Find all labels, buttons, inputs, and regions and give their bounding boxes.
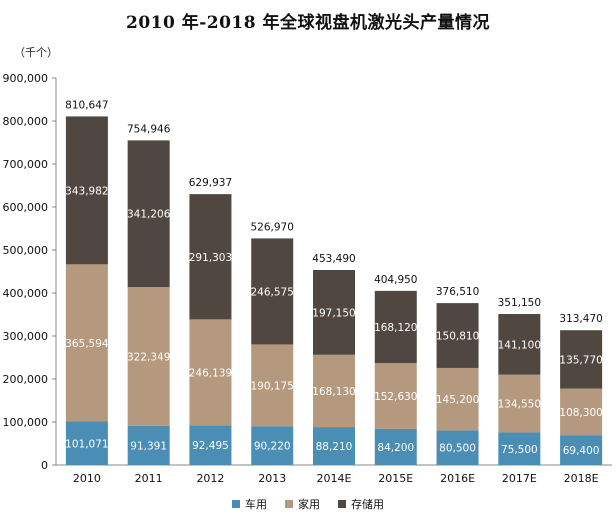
y-tick-label: 100,000 [3,416,49,429]
bar-segment-storage [313,269,355,355]
bar-segment-vehicle [560,435,603,465]
legend-swatch-household [285,500,293,508]
bar-segment-label-storage: 150,810 [436,331,479,343]
bar-segment-vehicle [374,428,417,465]
bar-segment-label-vehicle: 90,220 [254,441,291,453]
x-tick-label: 2013 [258,472,286,485]
bar-segment-label-household: 134,550 [498,399,541,411]
bar-segment-vehicle [498,432,541,465]
legend-label-household: 家用 [298,498,320,511]
bar-segment-vehicle [251,426,294,465]
bar-segment-label-vehicle: 92,495 [192,440,229,452]
x-tick-label: 2016E [440,472,475,485]
bar-segment-vehicle [313,427,355,465]
bar-segment-storage [436,303,479,368]
bar-segment-storage [498,314,541,375]
bar-segment-label-storage: 343,982 [65,185,108,197]
bar-segment-household [251,344,294,427]
bar-segment-label-storage: 291,303 [189,252,232,264]
legend-item-household: 家用 [285,496,320,512]
y-tick-label: 400,000 [3,287,49,300]
bar-total-label: 351,150 [498,297,541,309]
bar-segment-label-vehicle: 84,200 [377,442,414,454]
chart-title: 2010 年-2018 年全球视盘机激光头产量情况 [125,13,491,33]
bar-segment-storage [127,140,170,288]
bar-segment-label-storage: 168,120 [374,322,417,334]
bar-segment-household [436,367,479,431]
bar-segment-storage [189,194,232,320]
bar-segment-label-storage: 197,150 [312,307,355,319]
bar-segment-label-household: 322,349 [127,351,170,363]
legend-item-storage: 存储用 [338,496,384,512]
bar-segment-label-storage: 135,770 [559,354,602,366]
x-tick-label: 2018E [564,472,599,485]
bar-segment-label-household: 190,175 [251,380,294,392]
bar-segment-storage [251,238,294,345]
legend-label-storage: 存储用 [351,498,384,511]
unit-label: （千个） [14,46,58,59]
bar-segment-label-household: 168,130 [312,386,355,398]
bar-segment-label-vehicle: 80,500 [439,443,476,455]
legend-swatch-vehicle [232,500,240,508]
y-tick-label: 0 [41,459,48,472]
x-tick-label: 2014E [317,472,352,485]
bar-total-label: 404,950 [374,274,417,286]
bar-segment-household [65,264,108,422]
bar-segment-household [127,287,170,426]
bar-segment-vehicle [436,430,479,465]
bar-total-label: 376,510 [436,286,479,298]
bar-segment-label-vehicle: 91,391 [130,440,167,452]
y-tick-label: 900,000 [3,72,49,85]
x-tick-label: 2010 [73,472,101,485]
bar-segment-household [560,388,603,436]
bar-segment-label-household: 365,594 [65,338,109,350]
x-tick-label: 2015E [378,472,413,485]
bar-segment-label-household: 246,139 [189,367,232,379]
y-tick-label: 800,000 [3,115,49,128]
bar-segment-label-storage: 341,206 [127,209,171,221]
y-tick-label: 300,000 [3,330,49,343]
bar-total-label: 313,470 [559,313,602,325]
y-tick-label: 600,000 [3,201,49,214]
x-tick-label: 2012 [196,472,224,485]
y-tick-label: 700,000 [3,158,49,171]
bar-total-label: 754,946 [127,123,171,135]
legend-swatch-storage [338,500,346,508]
legend-item-vehicle: 车用 [232,496,267,512]
bar-segment-label-vehicle: 75,500 [501,444,538,456]
bar-segment-label-household: 152,630 [374,391,417,403]
bar-segment-vehicle [65,421,108,465]
bar-total-label: 526,970 [251,221,294,233]
bar-segment-label-vehicle: 88,210 [316,441,353,453]
bar-total-label: 629,937 [189,177,232,189]
bar-segment-label-vehicle: 101,071 [65,438,108,450]
bar-segment-household [374,363,417,429]
bar-segment-storage [560,330,603,389]
y-tick-label: 500,000 [3,244,49,257]
bar-segment-label-vehicle: 69,400 [563,445,600,457]
bar-segment-vehicle [127,425,170,465]
bar-segment-storage [65,116,108,265]
legend-label-vehicle: 车用 [245,498,267,511]
bar-segment-household [189,319,232,426]
bar-segment-label-household: 145,200 [436,394,479,406]
chart-legend: 车用 家用 存储用 [0,496,616,512]
y-tick-label: 200,000 [3,373,49,386]
bar-segment-label-storage: 246,575 [251,286,294,298]
bar-segment-label-storage: 141,100 [498,339,541,351]
x-tick-label: 2011 [135,472,163,485]
bar-segment-vehicle [189,425,232,465]
bar-segment-label-household: 108,300 [559,407,602,419]
bar-total-label: 810,647 [65,99,108,111]
bar-segment-household [498,374,541,433]
bar-segment-storage [374,290,417,364]
x-tick-label: 2017E [502,472,537,485]
bar-total-label: 453,490 [312,253,355,265]
bar-segment-household [313,354,355,428]
